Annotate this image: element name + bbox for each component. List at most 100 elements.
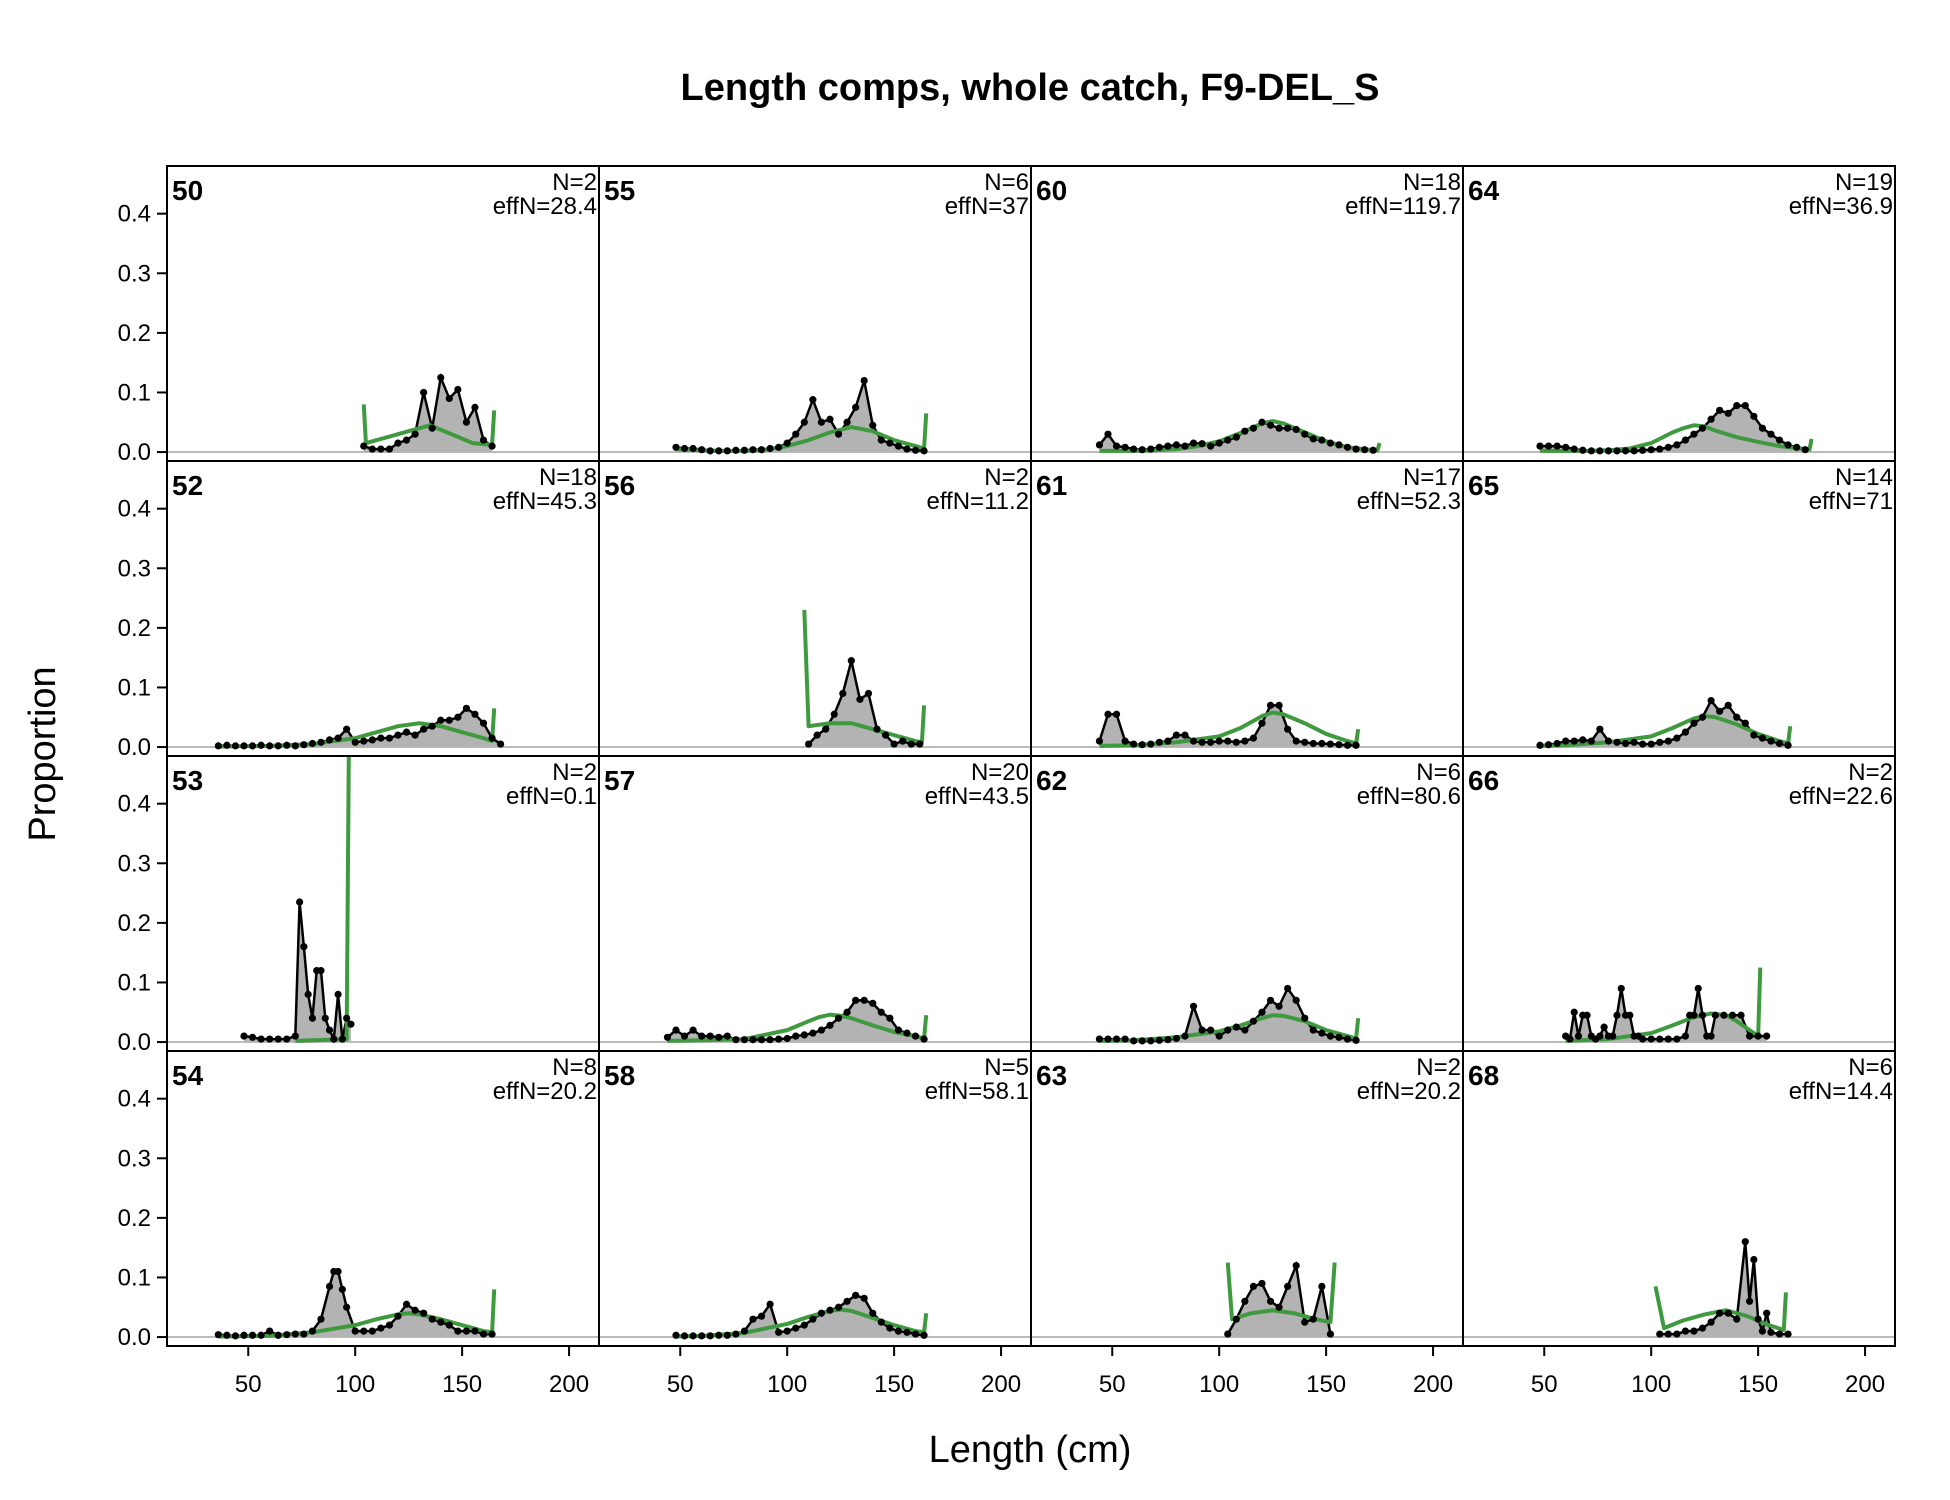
- panel-n-label: N=2: [1416, 1054, 1461, 1081]
- x-tick-label: 100: [767, 1371, 807, 1398]
- observed-point: [1745, 1297, 1754, 1305]
- observed-point: [873, 725, 881, 733]
- observed-point: [283, 741, 291, 749]
- observed-point: [437, 716, 445, 724]
- observed-point: [1707, 1318, 1715, 1326]
- observed-point: [1664, 1035, 1672, 1043]
- panel-effn-label: effN=80.6: [1357, 783, 1461, 810]
- observed-point: [462, 704, 471, 712]
- y-tick-label: 0.2: [118, 615, 151, 642]
- observed-point: [1750, 1255, 1758, 1264]
- panel-effn-label: effN=14.4: [1789, 1078, 1893, 1105]
- observed-point: [1758, 734, 1767, 742]
- observed-point: [1266, 1297, 1275, 1305]
- observed-point: [1716, 406, 1724, 414]
- observed-point: [1698, 713, 1707, 721]
- observed-point: [1266, 701, 1275, 709]
- observed-point: [471, 1327, 479, 1335]
- observed-point: [1318, 436, 1326, 444]
- observed-point: [1737, 1011, 1745, 1019]
- observed-point: [775, 1035, 783, 1043]
- x-tick-label: 50: [1531, 1371, 1558, 1398]
- observed-point: [715, 1331, 723, 1339]
- observed-point: [1690, 1011, 1698, 1019]
- observed-point: [907, 740, 915, 748]
- observed-point: [826, 415, 834, 423]
- observed-point: [283, 1035, 291, 1043]
- observed-point: [1698, 1324, 1707, 1332]
- panel-plot-area: [599, 996, 1031, 1044]
- observed-point: [1095, 441, 1104, 449]
- panel-effn-label: effN=20.2: [1357, 1078, 1461, 1105]
- panel-effn-label: effN=36.9: [1789, 193, 1893, 220]
- observed-point: [856, 695, 864, 703]
- observed-point: [257, 1331, 265, 1339]
- observed-point: [1232, 738, 1240, 746]
- observed-point: [1335, 441, 1343, 449]
- observed-point: [1694, 984, 1702, 993]
- observed-point: [881, 731, 890, 739]
- observed-point: [283, 1331, 291, 1339]
- observed-point: [1301, 1014, 1309, 1022]
- observed-point: [338, 1035, 346, 1043]
- observed-point: [1562, 443, 1570, 451]
- observed-point: [1741, 1238, 1749, 1246]
- observed-point: [1301, 738, 1309, 746]
- observed-point: [766, 1036, 774, 1044]
- observed-point: [894, 1327, 903, 1335]
- observed-point: [394, 1312, 402, 1320]
- observed-point: [1335, 1033, 1343, 1041]
- observed-point: [843, 1297, 851, 1305]
- observed-point: [1728, 1011, 1737, 1019]
- observed-point: [817, 1026, 826, 1034]
- observed-point: [411, 430, 419, 438]
- observed-point: [317, 1315, 325, 1323]
- observed-area: [218, 1271, 493, 1338]
- panel-n-label: N=2: [984, 464, 1029, 491]
- panel-n-label: N=20: [971, 759, 1029, 786]
- observed-point: [1690, 719, 1698, 727]
- x-tick-label: 200: [549, 1371, 589, 1398]
- observed-point: [1724, 409, 1732, 417]
- observed-point: [800, 1031, 808, 1039]
- observed-point: [1249, 1282, 1258, 1291]
- observed-point: [1767, 1328, 1775, 1336]
- observed-point: [445, 1321, 453, 1329]
- observed-point: [343, 725, 351, 733]
- y-axis-title: Proportion: [22, 666, 64, 841]
- observed-point: [1215, 737, 1223, 745]
- observed-point: [1617, 984, 1625, 993]
- y-tick-label: 0.0: [118, 734, 151, 761]
- panel-effn-label: effN=119.7: [1345, 193, 1461, 220]
- y-tick-label: 0.0: [118, 1029, 151, 1056]
- observed-point: [1292, 737, 1300, 745]
- observed-point: [317, 966, 325, 975]
- observed-point: [1583, 1011, 1591, 1019]
- panel-plot-area: [1031, 418, 1463, 454]
- observed-point: [830, 710, 838, 718]
- observed-point: [1104, 1035, 1112, 1043]
- observed-point: [706, 447, 714, 455]
- observed-point: [766, 1300, 774, 1308]
- observed-point: [479, 719, 488, 727]
- observed-point: [1604, 737, 1613, 745]
- observed-point: [1301, 430, 1309, 438]
- observed-point: [903, 1029, 911, 1037]
- panel-year-label: 60: [1036, 175, 1067, 206]
- panel-year-label: 66: [1468, 765, 1499, 796]
- observed-point: [1095, 737, 1104, 745]
- observed-point: [1758, 424, 1767, 432]
- observed-area: [1565, 988, 1767, 1043]
- observed-point: [428, 722, 436, 730]
- panel-effn-label: effN=22.6: [1789, 783, 1893, 810]
- observed-point: [1775, 1330, 1784, 1338]
- observed-point: [1189, 737, 1198, 745]
- observed-point: [1596, 1032, 1604, 1040]
- y-tick-label: 0.4: [118, 201, 151, 228]
- observed-point: [1574, 1032, 1583, 1040]
- observed-point: [257, 741, 265, 749]
- observed-point: [325, 1282, 334, 1291]
